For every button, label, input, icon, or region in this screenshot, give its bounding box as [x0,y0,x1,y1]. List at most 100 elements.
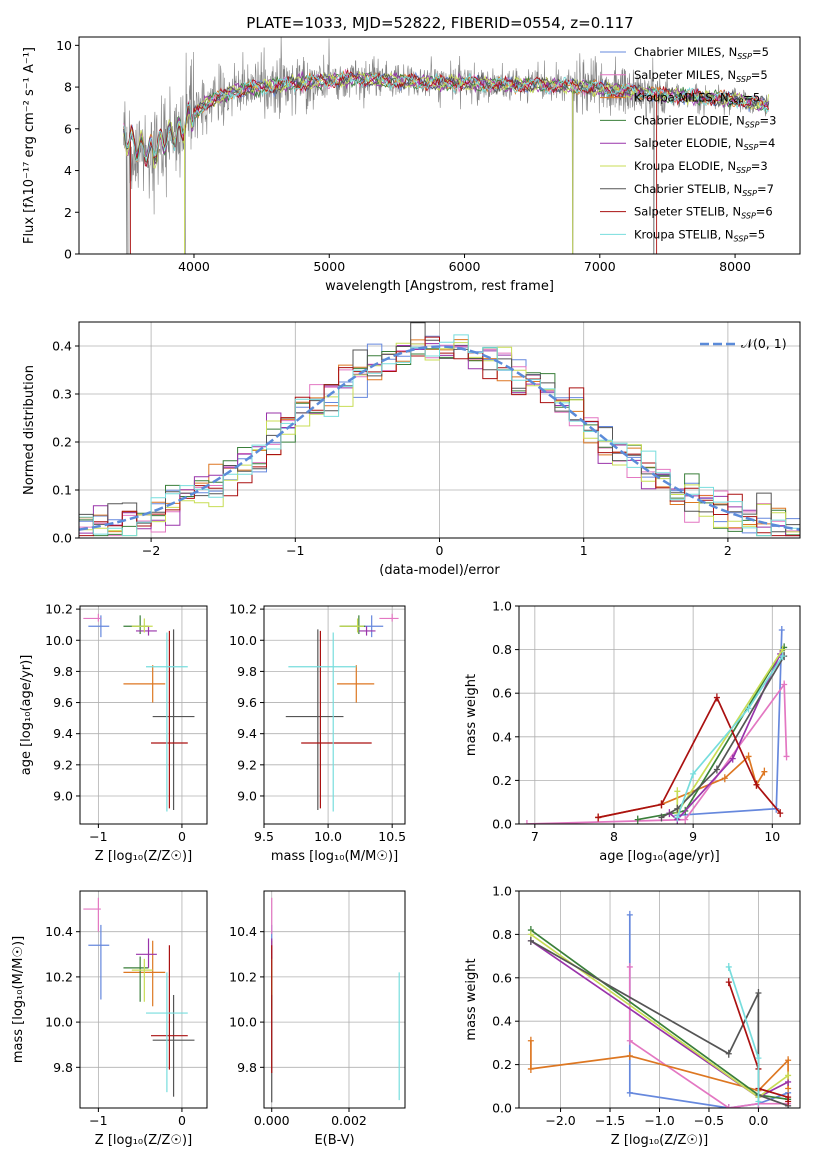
legend-text: Chabrier MILES, N [634,45,737,59]
x-tick-label: −0.5 [694,1113,724,1128]
weight-marker-salpeter_miles [626,1036,633,1045]
y-tick-label: 10.0 [229,633,257,648]
y-tick-label: 9.8 [53,664,73,679]
legend-label-salpeter_elodie: Salpeter ELODIE, NSSP=4 [634,136,775,152]
weight-marker-salpeter_stelib [713,693,720,702]
x-tick-label: 0 [178,829,186,844]
legend-subscript: SSP [736,166,751,175]
legend-value: =5 [751,68,768,82]
x-tick-label: 0.002 [331,1113,367,1128]
x-tick-label: 6000 [449,259,481,274]
legend-text: Chabrier ELODIE, N [634,113,745,127]
weight-marker-salpeter_miles [523,820,530,824]
y-tick-label: 10.2 [45,969,73,984]
x-tick-label: −2.0 [545,1113,575,1128]
legend-subscript: SSP [741,212,756,221]
point-salpeter_miles [83,897,101,932]
point-salpeter_stelib [151,945,188,1070]
weight-line-chabrier_elodie [637,646,785,821]
weight-marker-chabrier_elodie [634,815,641,824]
y-tick-label: 1.0 [492,884,512,899]
weight-vs-z-panel: −2.0 −1.5 −1.0 −0.5 0.0 0.0 0.2 0.4 0.6 0.8 1.0 Z [… [464,884,801,1148]
x-tick-label: 5000 [313,259,345,274]
legend-subscript: SSP [744,143,759,152]
age-vs-z-panel: −1 0 9.0 9.2 9.4 9.6 9.8 10.0 10.2 Z [log₁₀(Z/Z☉)… [19,602,208,864]
point-salpeter_elodie [358,626,376,636]
plot-area [527,910,792,1108]
y-tick-label: 0.0 [492,1101,512,1116]
legend-label-salpeter_miles: Salpeter MILES, NSSP=5 [634,68,768,84]
axes-frame [79,890,208,1109]
legend-label-chabrier_elodie: Chabrier ELODIE, NSSP=3 [634,113,776,129]
point-kroupa_stelib [146,632,188,812]
legend-text: Kroupa MILES, N [634,91,729,105]
weight-line-salpeter_miles [628,967,789,1108]
x-tick-label: 7000 [584,259,616,274]
legend-value: =7 [757,182,774,196]
x-tick-label: 0.000 [254,1113,290,1128]
x-tick-label: 10 [764,829,780,844]
weight-marker-salpeter_stelib [725,978,732,987]
point-salpeter_stelib [301,630,372,809]
point-salpeter_miles [83,613,101,622]
y-tick-label: 2 [64,205,72,220]
y-axis-label: Flux [fλ10⁻¹⁷ erg cm⁻² s⁻¹ A⁻¹] [22,47,37,244]
x-tick-label: 8 [610,829,618,844]
x-tick-label: 7 [531,829,539,844]
weight-marker-salpeter_elodie [729,754,736,763]
x-axis-label: age [log₁₀(age/yr)] [599,849,720,864]
weight-vs-age-panel: 7 8 9 10 0.0 0.2 0.4 0.6 0.8 1.0 age [log₁₀(age/yr… [464,599,801,864]
plot-area [83,897,195,1097]
y-tick-label: 8 [64,80,72,95]
point-chabrier_miles [88,924,110,1000]
x-tick-label: −1.0 [644,1113,674,1128]
legend-label-chabrier_miles: Chabrier MILES, NSSP=5 [634,45,769,61]
weight-marker-kroupa_stelib [674,813,681,822]
weight-marker-salpeter_stelib [777,809,784,818]
y-tick-label: 0.2 [52,435,72,450]
legend-subscript: SSP [745,120,760,129]
point-kroupa_elodie [131,618,153,633]
weight-line-chabrier_stelib [661,655,785,819]
x-tick-label: 2 [724,543,732,558]
y-tick-label: 10.4 [45,924,73,939]
plot-area [271,897,400,1103]
model-spectrum-kroupa_elodie [123,70,769,169]
weight-marker-chabrier_stelib [527,936,534,945]
x-tick-label: −1 [89,829,107,844]
plot-area [285,613,399,812]
plot-area [123,37,770,254]
x-tick-label: 0.0 [748,1113,768,1128]
y-tick-label: 9.4 [53,726,73,741]
y-tick-label: 10.2 [229,602,257,617]
point-salpeter_stelib [151,630,188,809]
mass-vs-z-panel: −1 0 9.8 10.0 10.2 10.4 Z [log₁₀(Z/Z☉)] mass [l… [11,890,208,1148]
y-tick-label: 0.6 [492,686,512,701]
y-tick-label: 10.0 [45,633,73,648]
weight-marker-salpeter_miles [783,752,790,761]
y-tick-label: 0.0 [492,817,512,832]
legend-subscript: SSP [736,75,751,84]
x-axis-label: (data-model)/error [379,563,500,578]
weight-marker-salpeter_miles [781,680,788,689]
point-kroupa_stelib [146,972,188,1093]
x-tick-label: −2 [142,543,160,558]
legend-label-chabrier_stelib: Chabrier STELIB, NSSP=7 [634,182,774,198]
point-kroupa_miles [337,665,375,703]
legend-value: =3 [760,113,777,127]
legend-value: =6 [756,205,773,219]
normal-legend-label: 𝒩(0, 1) [741,336,787,351]
x-axis-label: wavelength [Angstrom, rest frame] [325,279,554,294]
residual-panel: −2 −1 0 1 2 0.0 0.1 0.2 0.3 0.4 (data-model)/error… [22,321,801,578]
weight-line-kroupa_stelib [727,966,760,1102]
weight-marker-chabrier_miles [626,910,633,919]
weight-marker-kroupa_miles [527,1036,534,1045]
spectrum-panel: 4000 5000 6000 7000 8000 0 2 4 6 8 10 wavelength [A… [22,36,801,294]
weight-marker-kroupa_stelib [690,769,697,778]
y-tick-label: 9.2 [53,757,73,772]
y-tick-label: 0.0 [52,531,72,546]
weight-marker-salpeter_stelib [658,800,665,809]
spectrum-title: PLATE=1033, MJD=52822, FIBERID=0554, z=0… [246,14,633,32]
point-kroupa_stelib [288,632,357,812]
